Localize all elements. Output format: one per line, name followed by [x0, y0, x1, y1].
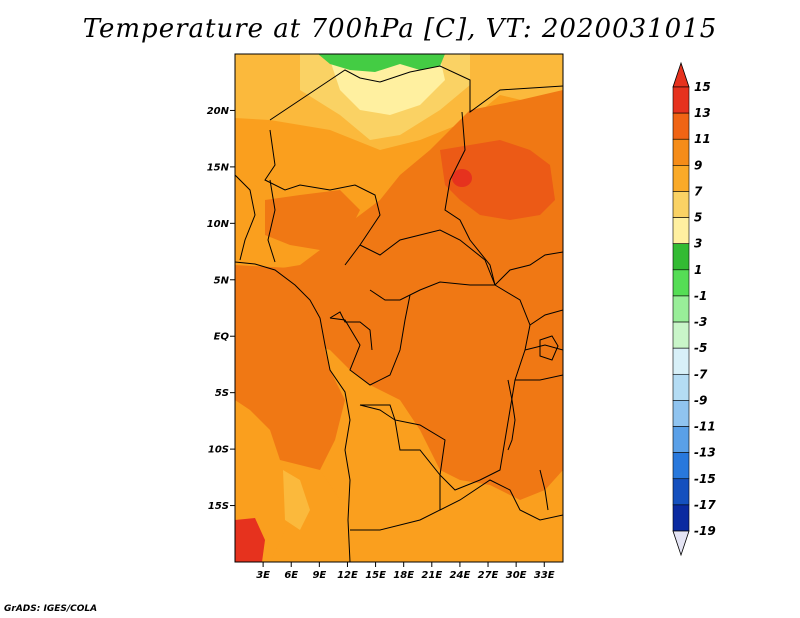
field-1-3-green — [318, 54, 445, 72]
colorbar-bottom-triangle — [672, 530, 690, 557]
colorbar-label-14: -13 — [694, 446, 716, 460]
colorbar-label-2: 11 — [694, 132, 711, 146]
field-9-11-south — [270, 460, 563, 562]
colorbar-label-11: -7 — [694, 367, 708, 381]
field-11-13-west — [235, 265, 345, 480]
lon-label-3: 12E — [337, 570, 358, 581]
country-borders — [235, 65, 563, 562]
colorbar-segment-16 — [672, 504, 690, 532]
chart-title: Temperature at 700hPa [C], VT: 202003101… — [82, 14, 718, 44]
colorbar-label-10: -5 — [694, 341, 707, 355]
colorbar-segment-7 — [672, 269, 690, 297]
colorbar-label-7: 1 — [694, 263, 702, 277]
lon-label-10: 33E — [534, 570, 555, 581]
field-3-5-north — [330, 58, 445, 115]
border-west-small — [235, 174, 276, 263]
colorbar-segment-10 — [672, 347, 690, 375]
colorbar-label-15: -15 — [694, 472, 716, 486]
colorbar-segment-14 — [672, 452, 690, 480]
colorbar-segment-13 — [672, 426, 690, 453]
border-drc-east — [360, 284, 531, 491]
lat-label-6: 10S — [208, 445, 229, 456]
colorbar-segment-8 — [672, 295, 690, 323]
gabon-border — [329, 311, 373, 351]
border-congo-drc — [329, 294, 411, 386]
colorbar-label-13: -11 — [694, 420, 716, 434]
lat-label-1: 15N — [207, 162, 230, 173]
border-zambia — [439, 479, 563, 521]
colorbar-label-5: 5 — [694, 211, 702, 225]
border-car — [359, 229, 496, 301]
colorbar-segment-0 — [672, 86, 690, 114]
field-13-15-sw — [235, 518, 265, 562]
colorbar-label-3: 9 — [694, 158, 702, 172]
lake-malawi — [539, 469, 549, 511]
colorbar-label-0: 15 — [694, 80, 711, 94]
colorbar-segment-4 — [672, 191, 690, 218]
lon-label-2: 9E — [312, 570, 326, 581]
lon-label-7: 24E — [450, 570, 471, 581]
lon-label-6: 21E — [421, 570, 442, 581]
colorbar-segment-15 — [672, 478, 690, 506]
colorbar: 15 13 11 9 7 5 3 1 -1 -3 -5 -7 -9 -11 -13 -15 -17 -19 — [672, 61, 716, 557]
lat-label-4: EQ — [214, 332, 230, 343]
colorbar-label-8: -1 — [694, 289, 707, 303]
lon-label-0: 3E — [256, 570, 270, 581]
lon-label-8: 27E — [478, 570, 499, 581]
colorbar-segment-5 — [672, 217, 690, 245]
colorbar-segment-3 — [672, 165, 690, 192]
colorbar-label-16: -17 — [694, 498, 716, 512]
colorbar-label-4: 7 — [694, 184, 703, 198]
lon-label-4: 15E — [365, 570, 386, 581]
field-7-9-southwest — [283, 470, 310, 530]
credit-label: GrADS: IGES/COLA — [4, 604, 98, 614]
field-13-15-sahel — [440, 140, 555, 220]
border-chad-east — [444, 111, 496, 286]
colorbar-segment-11 — [672, 373, 690, 401]
colorbar-label-17: -19 — [694, 524, 716, 538]
colorbar-label-6: 3 — [694, 237, 702, 251]
colorbar-segment-9 — [672, 321, 690, 349]
lat-label-3: 5N — [214, 275, 230, 286]
colorbar-segment-1 — [672, 112, 690, 140]
lake-victoria — [539, 335, 559, 361]
lat-label-5: 5S — [215, 388, 229, 399]
border-nigeria — [264, 129, 381, 266]
colorbar-label-9: -3 — [694, 315, 707, 329]
colorbar-segment-12 — [672, 400, 690, 427]
coastline-west — [235, 261, 351, 562]
colorbar-label-12: -9 — [694, 393, 707, 407]
field-11-13-mid — [265, 190, 360, 250]
lake-tanganyika — [507, 379, 516, 451]
border-sahara — [269, 65, 563, 121]
colorbar-segment-2 — [672, 138, 690, 166]
temperature-field — [235, 54, 563, 562]
longitude-axis: 3E 6E 9E 12E 15E 18E 21E 24E 27E 30E 33E — [256, 562, 555, 581]
colorbar-top-triangle — [672, 61, 690, 88]
field-13-15-core — [452, 169, 472, 187]
lon-label-9: 30E — [506, 570, 527, 581]
border-angola — [350, 404, 441, 531]
latitude-axis: 20N 15N 10N 5N EQ 5S 10S 15S — [207, 106, 235, 512]
lat-label-0: 20N — [207, 106, 230, 117]
lat-label-2: 10N — [207, 219, 230, 230]
colorbar-segment-6 — [672, 243, 690, 271]
map-frame — [234, 53, 564, 563]
lon-label-1: 6E — [284, 570, 298, 581]
border-sudan-south — [494, 251, 563, 286]
lat-label-7: 15S — [208, 501, 229, 512]
lon-label-5: 18E — [393, 570, 414, 581]
colorbar-label-1: 13 — [694, 106, 711, 120]
